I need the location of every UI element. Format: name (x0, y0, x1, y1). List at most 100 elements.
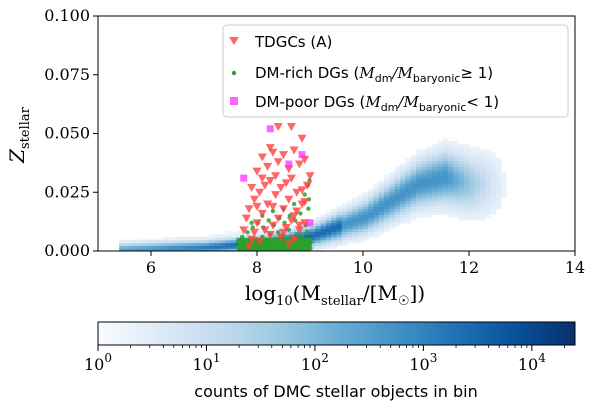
plot-area: 6 8 10 12 14 0.000 0.025 0.050 0.075 0.100 (44, 6, 585, 277)
point-tdgc (255, 188, 265, 197)
heatmap-cell (421, 194, 428, 199)
heatmap-cell (479, 174, 486, 179)
heatmap-cell (283, 234, 290, 238)
heatmap-cell (442, 191, 449, 196)
heatmap-cell (400, 186, 406, 190)
heatmap-cell (447, 157, 454, 162)
heatmap-cell (278, 231, 285, 235)
heatmap-cell (426, 160, 433, 165)
heatmap-cell (426, 172, 433, 176)
heatmap-cell (145, 245, 152, 249)
legend-square-marker (230, 97, 238, 105)
point-tdgc (302, 181, 312, 190)
heatmap-cell (389, 188, 396, 193)
heatmap-cell (188, 245, 194, 249)
heatmap-cell (214, 248, 221, 251)
heatmap-cell (437, 169, 444, 173)
heatmap-cell (124, 248, 131, 251)
heatmap-cell (384, 194, 391, 199)
point-tdgc (286, 122, 296, 131)
heatmap-cell (331, 222, 338, 227)
heatmap-cell (490, 205, 497, 210)
heatmap-cell (453, 188, 459, 193)
heatmap-cell (484, 203, 491, 207)
heatmap-cell (484, 163, 491, 167)
heatmap-cell (368, 214, 375, 218)
heatmap-cell (331, 211, 338, 215)
heatmap-cell (463, 155, 470, 159)
heatmap-cell (373, 203, 380, 207)
heatmap-cell (410, 208, 417, 213)
heatmap-cell (469, 166, 475, 170)
heatmap-cell (394, 205, 401, 210)
point-tdgc (289, 235, 299, 244)
heatmap-cell (447, 214, 454, 218)
heatmap-cell (421, 160, 428, 165)
heatmap-cell (384, 225, 391, 230)
y-tick-label: 0.075 (44, 65, 90, 84)
heatmap-cell (378, 205, 385, 210)
heatmap-cell (310, 236, 316, 241)
heatmap-cell (373, 231, 380, 235)
heatmap-cell (352, 203, 359, 207)
heatmap-cell (463, 183, 470, 187)
point-tdgc (276, 184, 286, 193)
heatmap-cell (182, 245, 189, 249)
heatmap-cell (352, 219, 359, 224)
heatmap-cell (490, 169, 497, 173)
heatmap-cell (389, 214, 396, 218)
heatmap-cell (325, 225, 332, 230)
heatmap-cell (389, 191, 396, 196)
heatmap-cell (479, 217, 486, 221)
heatmap-cell (336, 242, 343, 246)
heatmap-cell (463, 163, 470, 167)
heatmap-cell (416, 166, 422, 170)
heatmap-cell (219, 242, 226, 246)
x-axis-label: log10(Mstellar/[M☉]) (245, 281, 425, 309)
point-tdgc (284, 240, 294, 249)
heatmap-cell (272, 234, 279, 238)
heatmap-cell (384, 186, 391, 190)
heatmap-cell (479, 200, 486, 204)
heatmap-cell (453, 180, 459, 184)
heatmap-cell (474, 217, 481, 221)
heatmap-cell (463, 186, 470, 190)
heatmap-cell (410, 157, 417, 162)
heatmap-cell (373, 228, 380, 232)
heatmap-cell (484, 152, 491, 156)
colorbar-tick-label: 102 (301, 351, 329, 374)
heatmap-cell (416, 155, 422, 159)
heatmap-cell (341, 208, 348, 213)
heatmap-cell (151, 239, 157, 244)
heatmap-cell (389, 186, 396, 190)
heatmap-cell (410, 197, 417, 201)
heatmap-cell (394, 219, 401, 224)
heatmap-cell (352, 205, 359, 210)
point-tdgc (257, 209, 267, 218)
heatmap-cell (129, 248, 136, 251)
heatmap-cell (447, 177, 454, 182)
point-tdgc (273, 214, 283, 223)
heatmap-cell (352, 228, 359, 232)
heatmap-cell (410, 211, 417, 215)
heatmap-cell (188, 239, 194, 244)
heatmap-cell (421, 172, 428, 176)
heatmap-cell (421, 203, 428, 207)
heatmap-cell (209, 239, 216, 244)
heatmap-cell (405, 177, 412, 182)
heatmap-cell (469, 183, 475, 187)
heatmap-cell (347, 203, 353, 207)
heatmap-cell (320, 225, 327, 230)
heatmap-cell (325, 214, 332, 218)
point-dm-rich-dg (249, 220, 254, 225)
heatmap-cell (410, 163, 417, 167)
heatmap-cell (161, 236, 168, 241)
heatmap-cell (416, 186, 422, 190)
heatmap-cell (463, 208, 470, 213)
heatmap-cell (469, 163, 475, 167)
heatmap-cell (378, 219, 385, 224)
heatmap-cell (140, 248, 147, 251)
heatmap-cell (389, 200, 396, 204)
heatmap-cell (416, 205, 422, 210)
point-dm-rich-dg (270, 208, 276, 214)
